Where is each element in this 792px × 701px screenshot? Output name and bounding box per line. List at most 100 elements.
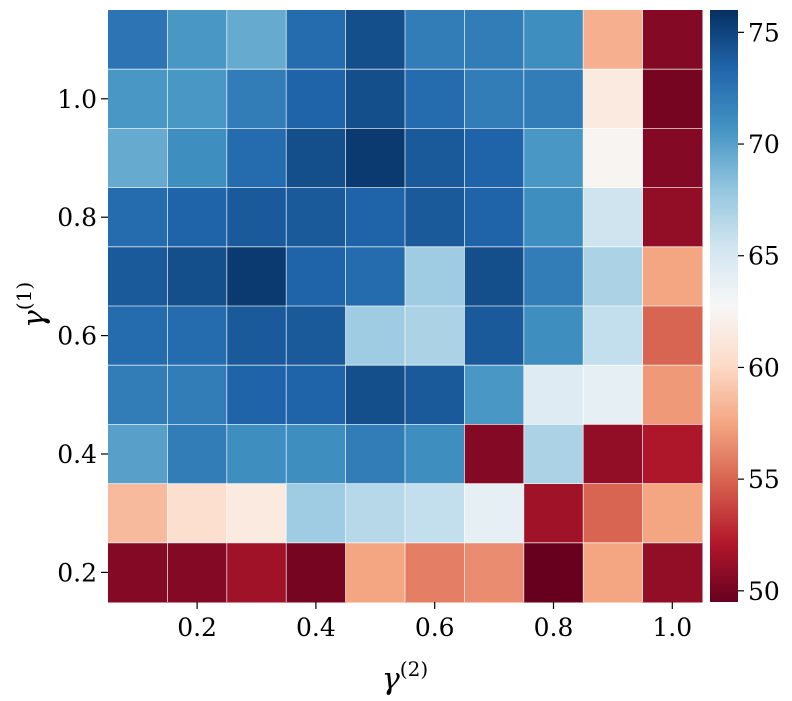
- heatmap-cell-r9-c2: [226, 542, 287, 603]
- colorbar-tick-label: 60: [748, 353, 780, 382]
- heatmap-cell-r1-c6: [464, 69, 525, 129]
- heatmap-cell-r7-c0: [108, 424, 168, 485]
- x-tick-label: 0.8: [534, 613, 574, 642]
- heatmap-cell-r5-c2: [226, 306, 287, 366]
- heatmap-cell-r1-c4: [345, 69, 406, 129]
- heatmap-cell-r1-c8: [583, 69, 644, 129]
- heatmap-cell-r7-c9: [642, 424, 703, 485]
- heatmap-cell-r2-c7: [523, 128, 584, 189]
- colorbar-tick-label: 55: [748, 465, 780, 494]
- heatmap-cell-r8-c1: [167, 483, 228, 544]
- heatmap-cell-r8-c3: [286, 483, 347, 544]
- heatmap-cell-r9-c6: [464, 542, 525, 603]
- heatmap-cell-r0-c0: [108, 10, 168, 70]
- heatmap-cell-r8-c4: [345, 483, 406, 544]
- heatmap-cell-r6-c9: [642, 365, 703, 425]
- x-tick-label: 1.0: [652, 613, 692, 642]
- heatmap-cell-r2-c3: [286, 128, 347, 189]
- heatmap-cell-r9-c4: [345, 542, 406, 603]
- colorbar-ticks: 50 55 60 65 70 75: [738, 18, 780, 606]
- heatmap-cell-r4-c6: [464, 246, 525, 307]
- heatmap-cell-r7-c3: [286, 424, 347, 485]
- heatmap-cell-r8-c8: [583, 483, 644, 544]
- heatmap-cell-r6-c0: [108, 365, 168, 425]
- heatmap-cell-r5-c4: [345, 306, 406, 366]
- heatmap-cell-r4-c0: [108, 246, 168, 307]
- heatmap-cell-r3-c5: [405, 187, 465, 248]
- heatmap-cell-r4-c8: [583, 246, 644, 307]
- heatmap-cell-r7-c6: [464, 424, 525, 485]
- y-tick-label: 0.6: [57, 322, 97, 351]
- heatmap-cell-r7-c5: [405, 424, 465, 485]
- heatmap-cell-r9-c5: [405, 542, 465, 603]
- x-axis-ticks: 0.2 0.4 0.6 0.8 1.0: [177, 602, 692, 642]
- heatmap-cell-r5-c0: [108, 306, 168, 366]
- heatmap-cell-r4-c4: [345, 246, 406, 307]
- heatmap-cell-r3-c0: [108, 187, 168, 248]
- heatmap-cell-r5-c5: [405, 306, 465, 366]
- heatmap-cell-r9-c3: [286, 542, 347, 603]
- heatmap-cell-r4-c1: [167, 246, 228, 307]
- heatmap-cell-r7-c1: [167, 424, 228, 485]
- heatmap-cell-r8-c7: [523, 483, 584, 544]
- colorbar-tick-label: 70: [748, 130, 780, 159]
- heatmap-cell-r2-c1: [167, 128, 228, 189]
- heatmap-cell-r5-c1: [167, 306, 228, 366]
- heatmap-cell-r7-c4: [345, 424, 406, 485]
- heatmap-cell-r0-c4: [345, 10, 406, 70]
- heatmap-cell-r0-c9: [642, 10, 703, 70]
- heatmap-cell-r3-c8: [583, 187, 644, 248]
- heatmap-cell-r6-c3: [286, 365, 347, 425]
- heatmap-cell-r9-c7: [523, 542, 584, 603]
- heatmap-cell-r3-c4: [345, 187, 406, 248]
- heatmap-cells: [108, 10, 703, 603]
- heatmap-cell-r3-c9: [642, 187, 703, 248]
- x-tick-label: 0.2: [177, 613, 217, 642]
- y-tick-label: 0.8: [57, 203, 97, 232]
- heatmap-cell-r6-c6: [464, 365, 525, 425]
- heatmap-cell-r8-c6: [464, 483, 525, 544]
- heatmap-cell-r4-c5: [405, 246, 465, 307]
- heatmap-cell-r4-c2: [226, 246, 287, 307]
- heatmap-cell-r6-c1: [167, 365, 228, 425]
- x-tick-label: 0.4: [296, 613, 336, 642]
- heatmap-cell-r1-c5: [405, 69, 465, 129]
- heatmap-cell-r5-c6: [464, 306, 525, 366]
- y-tick-label: 1.0: [57, 85, 97, 114]
- y-tick-label: 0.2: [57, 558, 97, 587]
- heatmap-cell-r7-c7: [523, 424, 584, 485]
- heatmap-cell-r7-c2: [226, 424, 287, 485]
- heatmap-cell-r2-c5: [405, 128, 465, 189]
- heatmap-cell-r2-c2: [226, 128, 287, 189]
- heatmap-cell-r5-c8: [583, 306, 644, 366]
- x-tick-label: 0.6: [415, 613, 455, 642]
- heatmap-cell-r2-c9: [642, 128, 703, 189]
- colorbar-tick-label: 75: [748, 18, 780, 47]
- heatmap-cell-r8-c0: [108, 483, 168, 544]
- heatmap-cell-r0-c8: [583, 10, 644, 70]
- heatmap-cell-r7-c8: [583, 424, 644, 485]
- colorbar: [710, 10, 738, 602]
- heatmap-cell-r5-c9: [642, 306, 703, 366]
- heatmap-cell-r8-c9: [642, 483, 703, 544]
- heatmap-cell-r6-c8: [583, 365, 644, 425]
- heatmap-cell-r0-c1: [167, 10, 228, 70]
- heatmap-cell-r6-c2: [226, 365, 287, 425]
- heatmap-cell-r0-c5: [405, 10, 465, 70]
- heatmap-cell-r0-c3: [286, 10, 347, 70]
- heatmap-cell-r5-c3: [286, 306, 347, 366]
- heatmap-cell-r3-c3: [286, 187, 347, 248]
- heatmap-gridlines: [108, 10, 702, 602]
- colorbar-tick-label: 50: [748, 577, 780, 606]
- y-tick-label: 0.4: [57, 440, 97, 469]
- heatmap-cell-r3-c1: [167, 187, 228, 248]
- heatmap-cell-r1-c1: [167, 69, 228, 129]
- colorbar-tick-label: 65: [748, 242, 780, 271]
- heatmap-cell-r1-c3: [286, 69, 347, 129]
- heatmap-cell-r9-c0: [108, 542, 168, 603]
- heatmap-cell-r3-c7: [523, 187, 584, 248]
- heatmap-cell-r9-c1: [167, 542, 228, 603]
- heatmap-cell-r3-c6: [464, 187, 525, 248]
- heatmap-cell-r3-c2: [226, 187, 287, 248]
